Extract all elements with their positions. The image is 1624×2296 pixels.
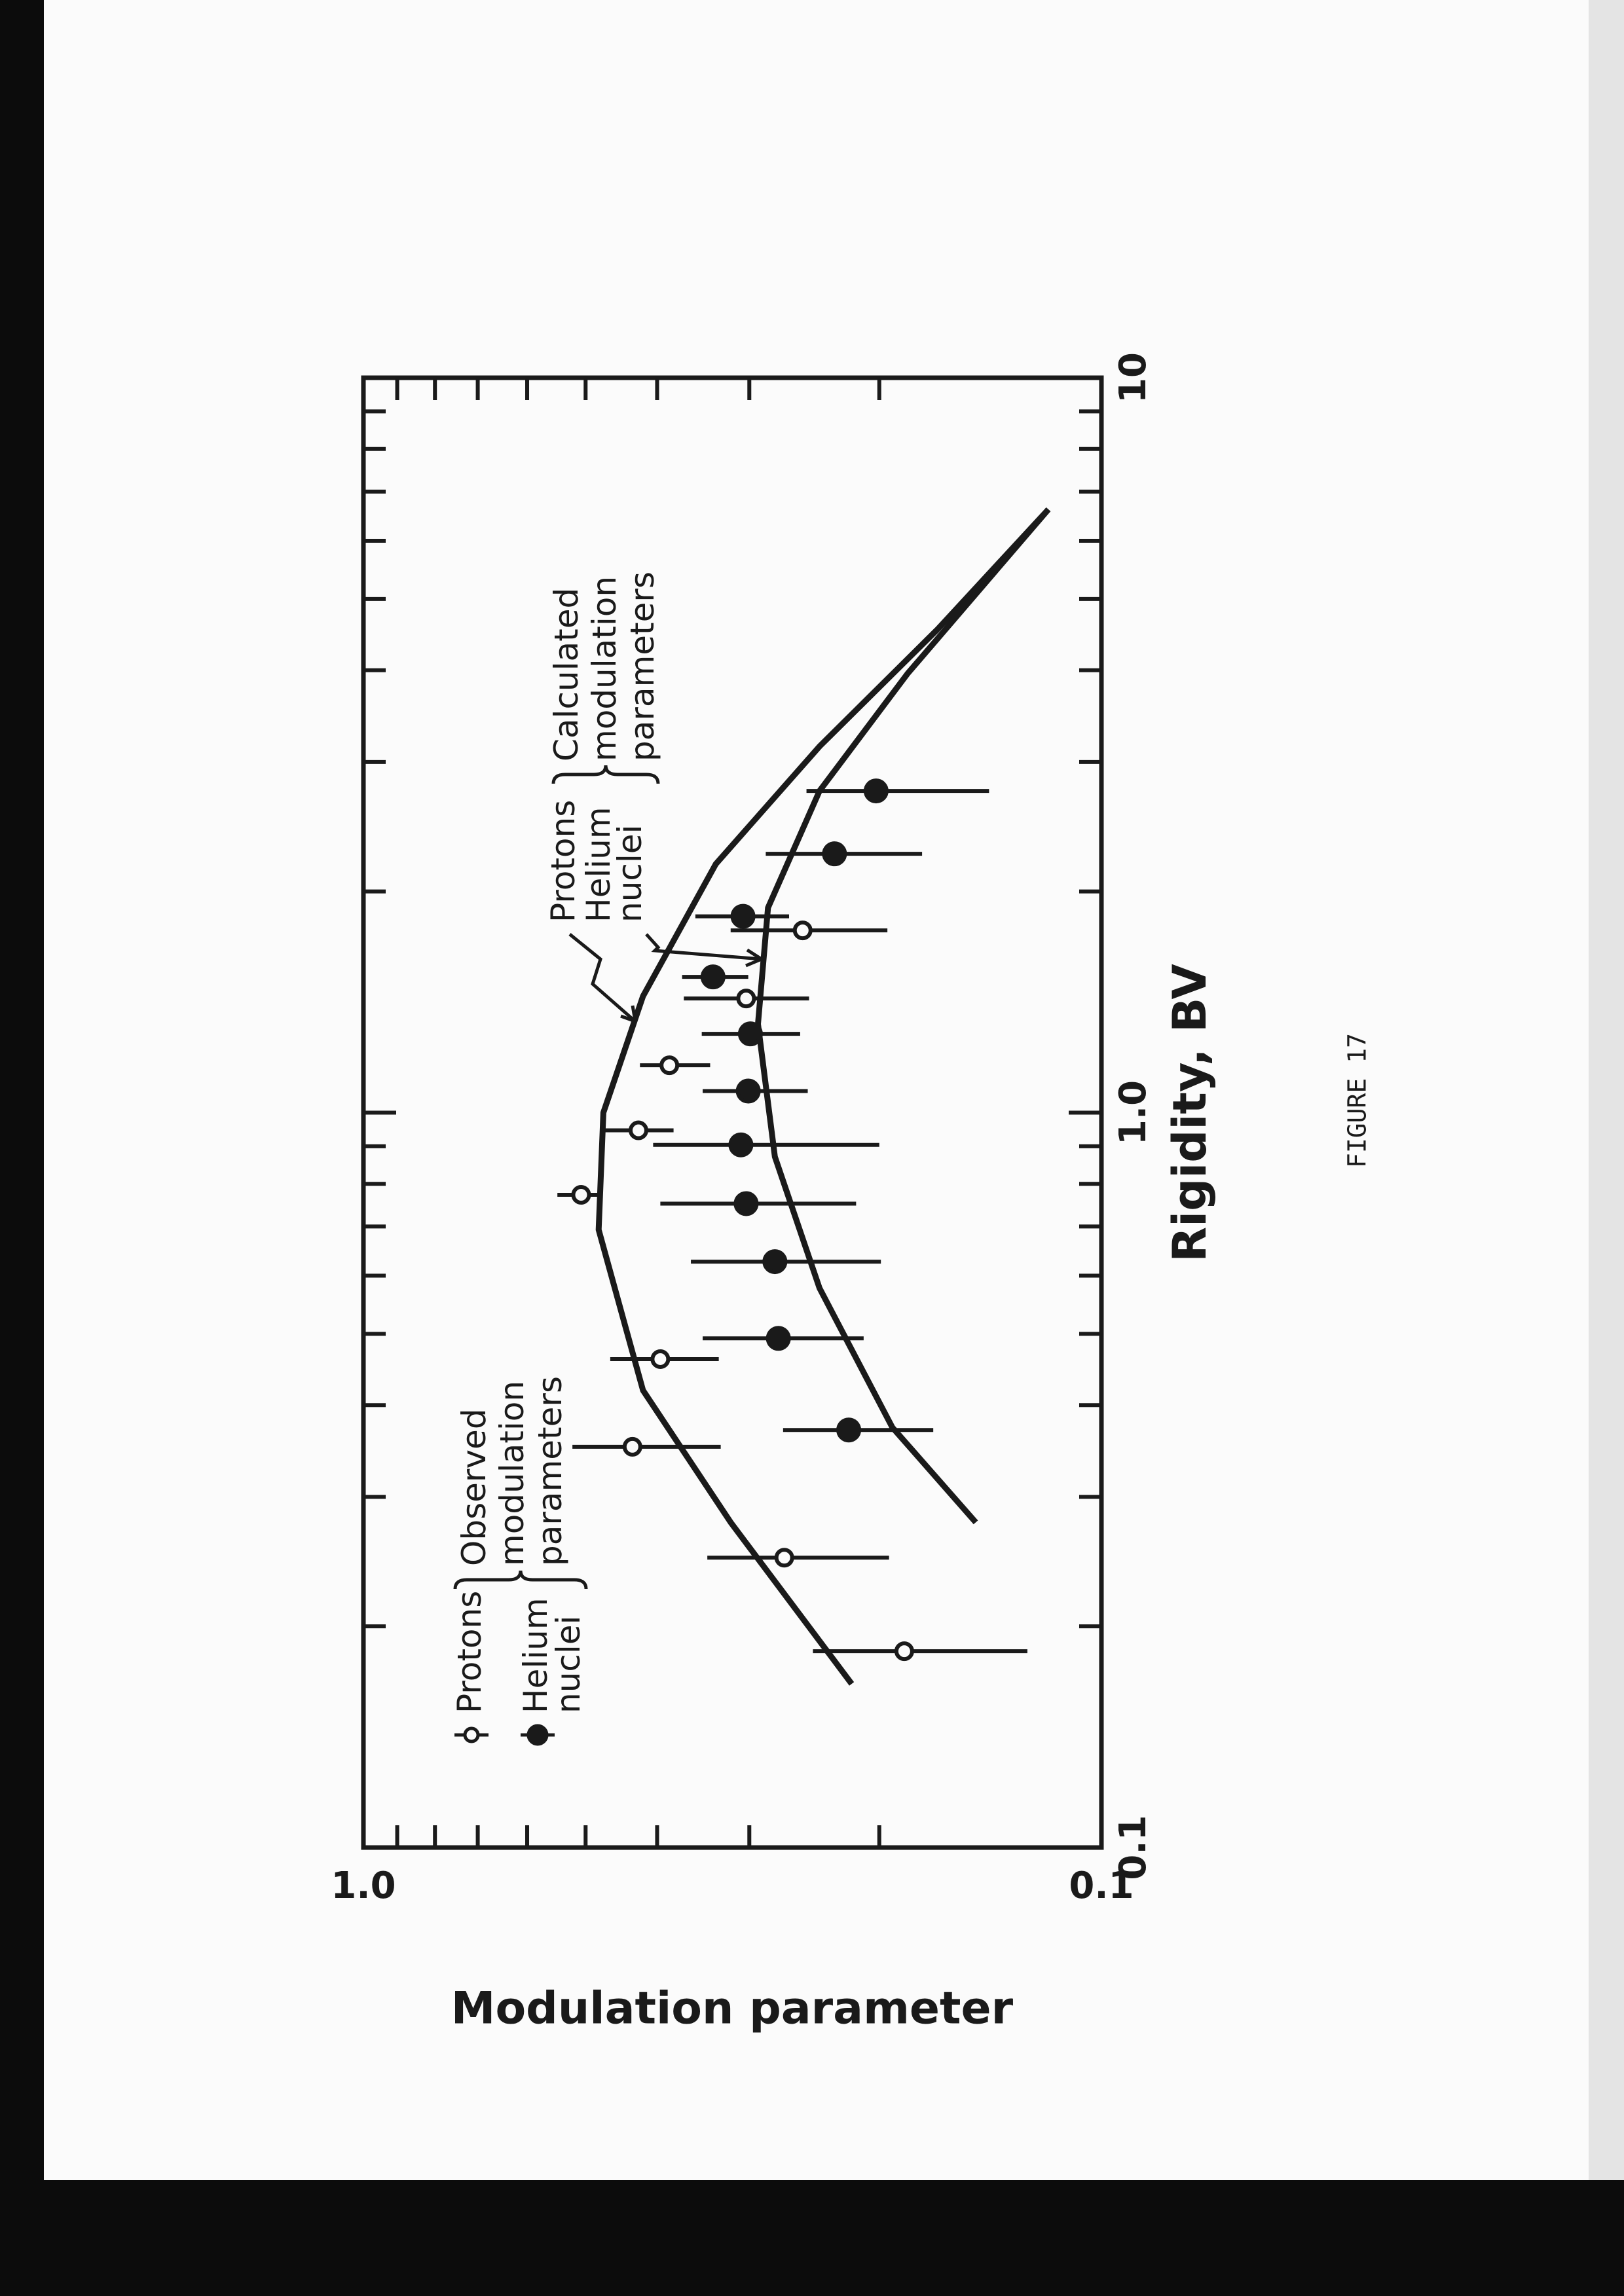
data-point	[766, 1326, 791, 1351]
y-tick-label: 0.1	[1069, 1865, 1134, 1907]
data-point	[822, 841, 847, 867]
data-point	[700, 964, 726, 990]
data-point	[730, 903, 756, 929]
legend-brace	[453, 1570, 588, 1590]
legend-marker	[463, 1726, 480, 1743]
arrow-head	[745, 948, 763, 968]
y-tick-label: 1.0	[331, 1865, 396, 1907]
scan-margin	[1589, 0, 1624, 2180]
data-point	[571, 1185, 591, 1205]
legend-label: Protons	[451, 1591, 489, 1713]
data-point	[735, 1078, 761, 1104]
legend-title: Calculatedmodulationparameters	[547, 572, 661, 761]
paper	[44, 0, 1589, 2180]
x-tick-label: 10	[1112, 352, 1154, 403]
legend-label: Heliumnuclei	[580, 807, 649, 922]
data-point	[733, 1191, 759, 1216]
legend-label: Heliumnuclei	[517, 1597, 587, 1713]
x-axis-label: Rigidity, BV	[1163, 964, 1217, 1262]
data-point	[659, 1055, 680, 1076]
legend-marker	[526, 1724, 549, 1746]
data-point	[622, 1436, 642, 1457]
data-point	[792, 920, 813, 941]
rotated-chart: Rigidity, BV Modulation parameter 0.1 1.0…	[331, 352, 1217, 2035]
legend-title: Observedmodulationparameters	[455, 1376, 569, 1566]
data-point	[736, 989, 756, 1009]
data-point	[650, 1349, 671, 1369]
calculated-curve	[595, 507, 1051, 1686]
data-point	[836, 1417, 862, 1443]
legend-label: Protons	[544, 800, 582, 922]
x-tick-label: 1.0	[1112, 1080, 1154, 1145]
data-point	[863, 778, 889, 804]
figure-caption: FIGURE 17	[1343, 1033, 1372, 1168]
y-axis-label: Modulation parameter	[451, 1983, 1014, 2035]
data-point	[894, 1641, 914, 1662]
data-point	[628, 1120, 648, 1140]
data-point	[728, 1132, 754, 1157]
data-point	[762, 1249, 788, 1275]
legend-brace	[551, 765, 660, 784]
data-point	[774, 1548, 794, 1568]
pointer-arrow	[645, 933, 762, 961]
x-tick-label: 0.1	[1112, 1815, 1154, 1880]
pointer-arrow	[568, 933, 637, 1023]
data-point	[737, 1021, 763, 1047]
